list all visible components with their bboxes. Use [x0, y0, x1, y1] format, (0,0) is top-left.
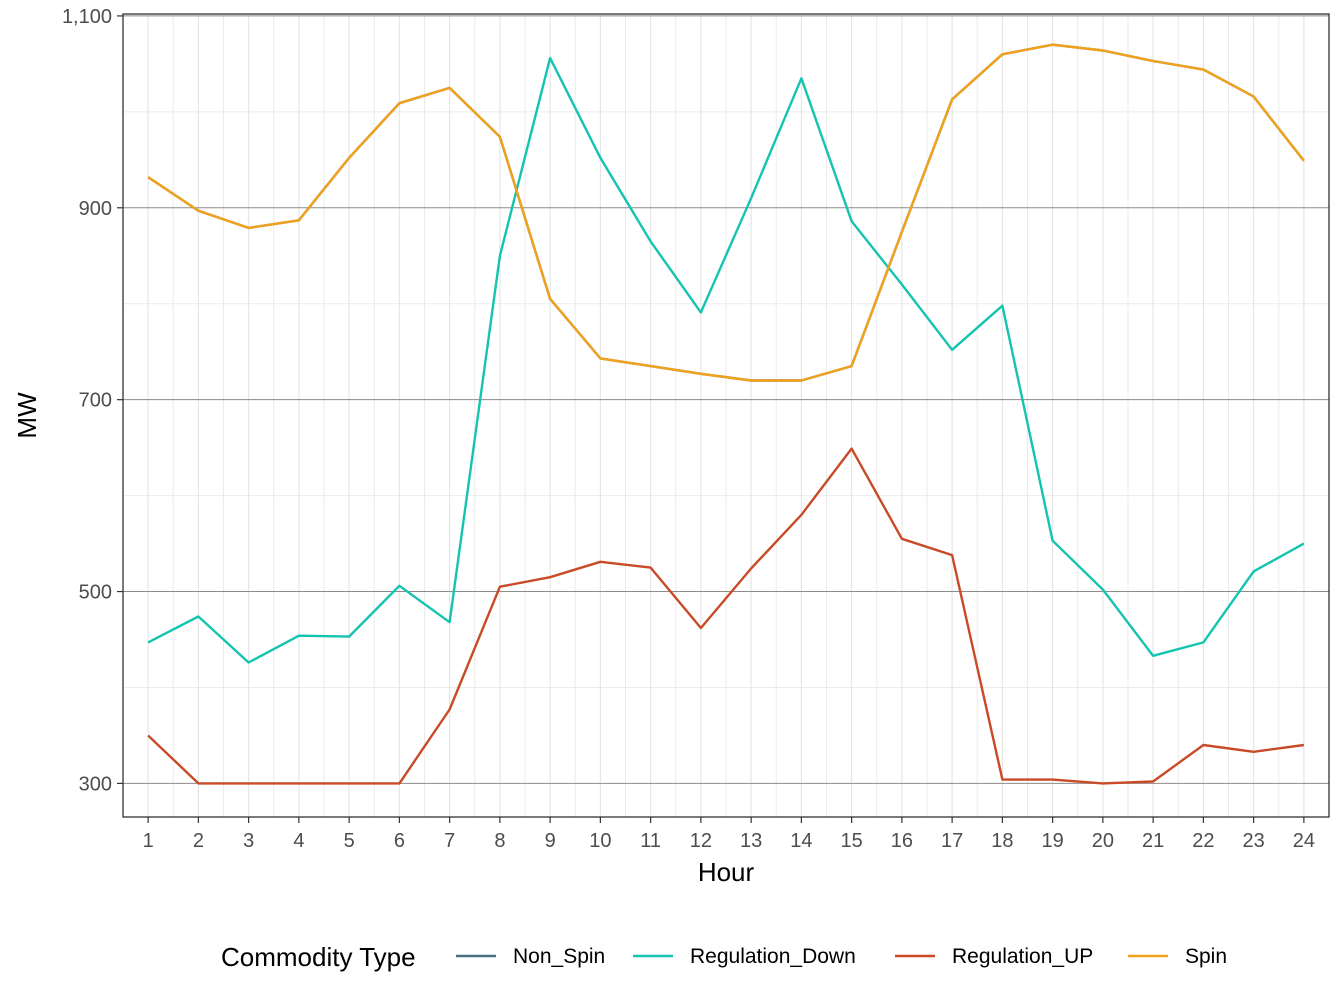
legend-label-regulation-down: Regulation_Down	[690, 945, 856, 968]
x-tick-label: 11	[640, 830, 661, 852]
y-tick-label: 300	[79, 773, 112, 795]
y-tick-label: 700	[79, 390, 112, 412]
x-tick-label: 12	[690, 830, 712, 852]
x-tick-label: 17	[941, 830, 963, 852]
x-tick-label: 15	[841, 830, 863, 852]
y-tick-label: 500	[79, 582, 112, 604]
x-tick-label: 23	[1243, 830, 1265, 852]
x-tick-label: 20	[1092, 830, 1114, 852]
x-tick-label: 21	[1142, 830, 1164, 852]
series-line-regulation-down	[147, 56, 1305, 664]
grid-major	[123, 14, 1329, 817]
legend-title: Commodity Type	[221, 942, 416, 972]
series-lines	[147, 43, 1305, 785]
y-tick-label: 900	[79, 198, 112, 220]
legend-label-spin: Spin	[1185, 945, 1227, 968]
x-tick-label: 8	[494, 830, 505, 852]
y-tick-label: 1,100	[62, 6, 112, 28]
x-tick-label: 10	[589, 830, 611, 852]
x-axis-title: Hour	[698, 857, 755, 887]
series-line-spin	[147, 43, 1305, 382]
x-tick-label: 22	[1192, 830, 1214, 852]
x-tick-label: 7	[444, 830, 455, 852]
y-axis: 300 500 700 900 1,100	[62, 6, 123, 795]
x-tick-label: 16	[891, 830, 913, 852]
series-line-regulation-up	[147, 447, 1305, 785]
grid-minor	[123, 14, 1329, 817]
legend-label-regulation-up: Regulation_UP	[952, 945, 1093, 968]
x-tick-label: 1	[143, 830, 154, 852]
x-tick-label: 3	[243, 830, 254, 852]
x-tick-label: 18	[991, 830, 1013, 852]
x-tick-label: 24	[1293, 830, 1315, 852]
x-tick-label: 9	[545, 830, 556, 852]
x-tick-label: 4	[293, 830, 304, 852]
x-tick-label: 14	[790, 830, 812, 852]
legend: Commodity Type Non_Spin Regulation_Down Re…	[221, 942, 1227, 972]
legend-label-non-spin: Non_Spin	[513, 945, 605, 968]
x-tick-label: 5	[344, 830, 355, 852]
panel-border	[122, 13, 1330, 818]
x-tick-label: 13	[740, 830, 762, 852]
x-axis: 1 2 3 4 5 6 7 8 9 10 11 12 13 14 15 16 17 18 19 20 21 22 23 24	[143, 817, 1315, 852]
y-axis-title: MW	[12, 392, 42, 439]
legend-items: Non_Spin Regulation_Down Regulation_UP Spin	[456, 945, 1227, 968]
x-tick-label: 6	[394, 830, 405, 852]
x-tick-label: 19	[1042, 830, 1064, 852]
x-tick-label: 2	[193, 830, 204, 852]
